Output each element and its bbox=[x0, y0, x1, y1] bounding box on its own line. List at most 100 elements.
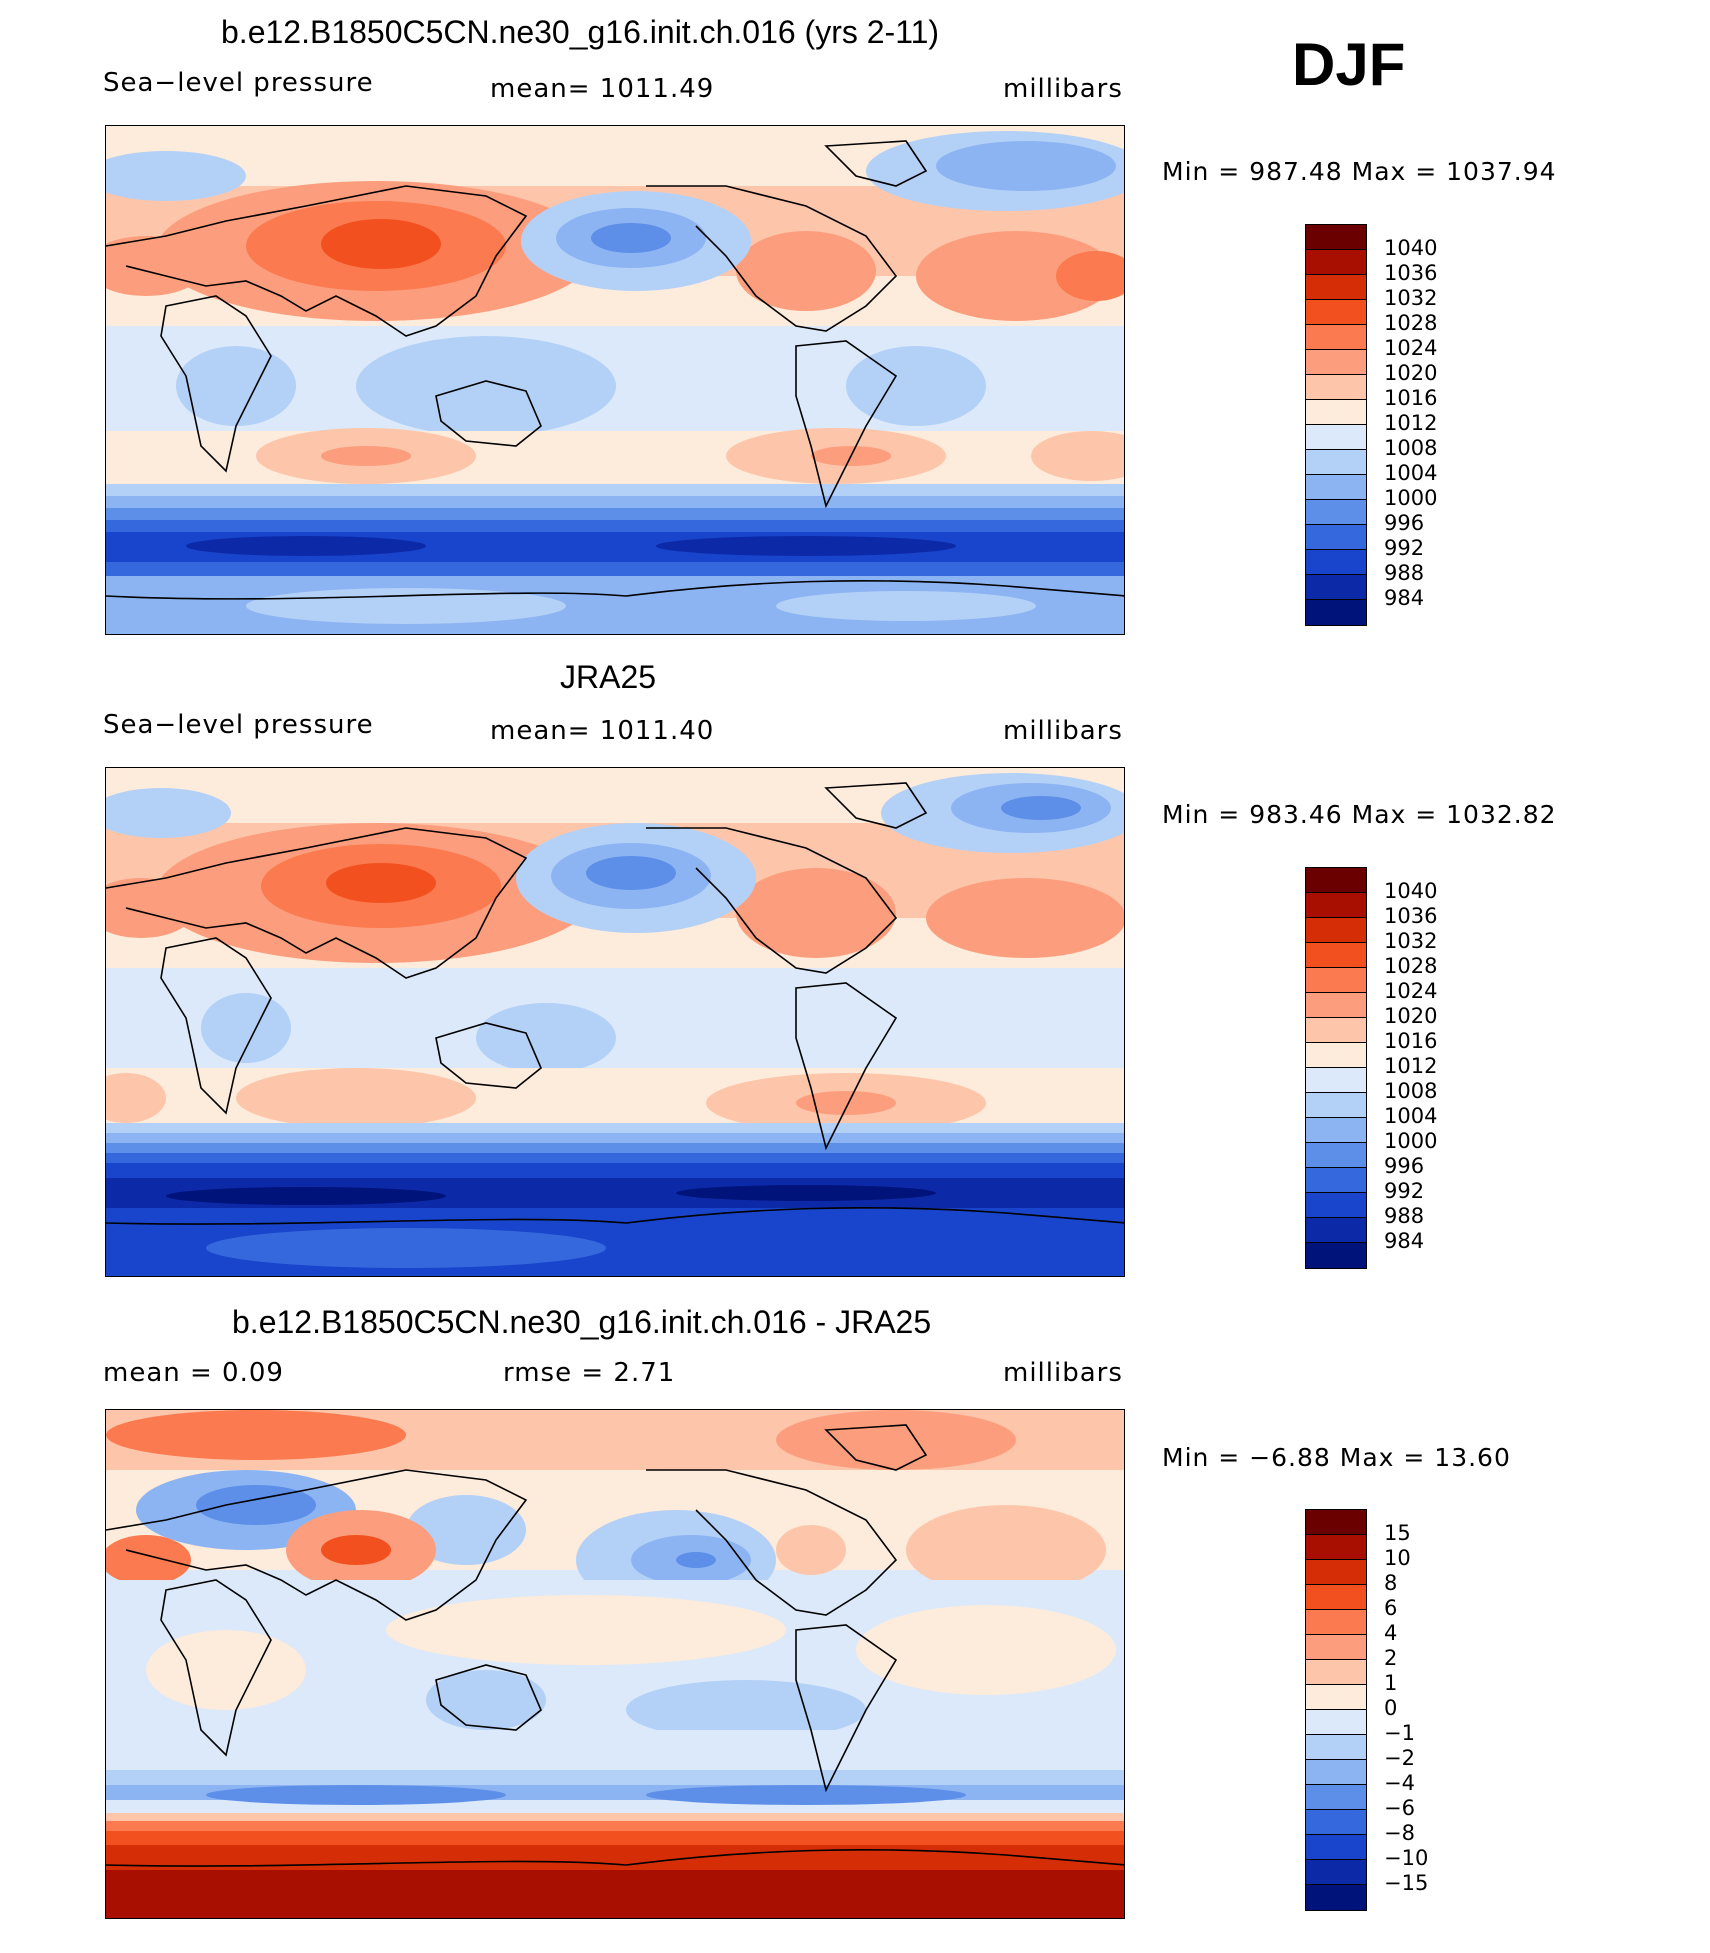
colorbar-swatch bbox=[1306, 1535, 1366, 1560]
panel1-mean: mean= 1011.49 bbox=[490, 74, 715, 104]
colorbar-swatch bbox=[1306, 350, 1366, 375]
colorbar-swatch bbox=[1306, 1860, 1366, 1885]
colorbar-swatch bbox=[1306, 1835, 1366, 1860]
colorbar-swatch bbox=[1306, 1760, 1366, 1785]
colorbar-swatch bbox=[1306, 1585, 1366, 1610]
panel1-colorbar bbox=[1305, 224, 1367, 626]
colorbar-label: 988 bbox=[1384, 1204, 1425, 1228]
colorbar-label: 984 bbox=[1384, 586, 1425, 610]
colorbar-swatch bbox=[1306, 1243, 1366, 1268]
colorbar-label: 1000 bbox=[1384, 486, 1438, 510]
colorbar-label: 1008 bbox=[1384, 1079, 1438, 1103]
panel2-title: JRA25 bbox=[560, 659, 657, 695]
colorbar-label: 1 bbox=[1384, 1671, 1398, 1695]
colorbar-swatch bbox=[1306, 1018, 1366, 1043]
panel3-title: b.e12.B1850C5CN.ne30_g16.init.ch.016 - J… bbox=[232, 1304, 932, 1340]
colorbar-swatch bbox=[1306, 1710, 1366, 1735]
colorbar-label: −4 bbox=[1384, 1771, 1415, 1795]
colorbar-swatch bbox=[1306, 475, 1366, 500]
colorbar-label: 8 bbox=[1384, 1571, 1398, 1595]
colorbar-swatch bbox=[1306, 1118, 1366, 1143]
colorbar-swatch bbox=[1306, 300, 1366, 325]
colorbar-label: 984 bbox=[1384, 1229, 1425, 1253]
colorbar-label: 1004 bbox=[1384, 461, 1438, 485]
colorbar-swatch bbox=[1306, 1510, 1366, 1535]
colorbar-swatch bbox=[1306, 375, 1366, 400]
colorbar-label: −1 bbox=[1384, 1721, 1415, 1745]
panel1-units: millibars bbox=[1003, 74, 1123, 104]
colorbar-label: 0 bbox=[1384, 1696, 1398, 1720]
panel1-map bbox=[105, 125, 1125, 635]
colorbar-label: −6 bbox=[1384, 1796, 1415, 1820]
colorbar-label: −2 bbox=[1384, 1746, 1415, 1770]
colorbar-swatch bbox=[1306, 325, 1366, 350]
colorbar-swatch bbox=[1306, 1635, 1366, 1660]
colorbar-swatch bbox=[1306, 525, 1366, 550]
colorbar-swatch bbox=[1306, 1810, 1366, 1835]
colorbar-swatch bbox=[1306, 1660, 1366, 1685]
panel2-field-label: Sea−level pressure bbox=[103, 710, 374, 740]
colorbar-swatch bbox=[1306, 943, 1366, 968]
season-label: DJF bbox=[1292, 31, 1406, 98]
colorbar-swatch bbox=[1306, 1168, 1366, 1193]
colorbar-label: 1016 bbox=[1384, 386, 1438, 410]
colorbar-label: 15 bbox=[1384, 1521, 1411, 1545]
colorbar-swatch bbox=[1306, 893, 1366, 918]
colorbar-swatch bbox=[1306, 575, 1366, 600]
colorbar-label: 992 bbox=[1384, 536, 1425, 560]
panel1-title: b.e12.B1850C5CN.ne30_g16.init.ch.016 (yr… bbox=[221, 14, 940, 50]
colorbar-label: 1036 bbox=[1384, 261, 1438, 285]
panel1-minmax: Min = 987.48 Max = 1037.94 bbox=[1162, 157, 1557, 186]
panel2-colorbar bbox=[1305, 867, 1367, 1269]
colorbar-label: 1008 bbox=[1384, 436, 1438, 460]
colorbar-swatch bbox=[1306, 1068, 1366, 1093]
colorbar-swatch bbox=[1306, 1885, 1366, 1910]
colorbar-swatch bbox=[1306, 1785, 1366, 1810]
colorbar-swatch bbox=[1306, 400, 1366, 425]
colorbar-label: 1012 bbox=[1384, 1054, 1438, 1078]
colorbar-label: 4 bbox=[1384, 1621, 1398, 1645]
colorbar-label: 1020 bbox=[1384, 361, 1438, 385]
colorbar-swatch bbox=[1306, 550, 1366, 575]
colorbar-swatch bbox=[1306, 918, 1366, 943]
colorbar-label: −10 bbox=[1384, 1846, 1429, 1870]
colorbar-label: 1032 bbox=[1384, 929, 1438, 953]
colorbar-label: 992 bbox=[1384, 1179, 1425, 1203]
colorbar-label: 1028 bbox=[1384, 954, 1438, 978]
panel1-field-label: Sea−level pressure bbox=[103, 68, 374, 98]
panel2-map bbox=[105, 767, 1125, 1277]
colorbar-label: 988 bbox=[1384, 561, 1425, 585]
colorbar-label: 1036 bbox=[1384, 904, 1438, 928]
panel2-mean: mean= 1011.40 bbox=[490, 716, 715, 746]
colorbar-swatch bbox=[1306, 1560, 1366, 1585]
colorbar-swatch bbox=[1306, 1685, 1366, 1710]
panel2-units: millibars bbox=[1003, 716, 1123, 746]
colorbar-label: 1040 bbox=[1384, 236, 1438, 260]
colorbar-label: 1020 bbox=[1384, 1004, 1438, 1028]
panel3-mean: mean = 0.09 bbox=[103, 1358, 284, 1388]
colorbar-label: 996 bbox=[1384, 511, 1425, 535]
panel3-minmax: Min = −6.88 Max = 13.60 bbox=[1162, 1443, 1511, 1472]
colorbar-label: 1024 bbox=[1384, 336, 1438, 360]
panel2-minmax: Min = 983.46 Max = 1032.82 bbox=[1162, 800, 1557, 829]
colorbar-swatch bbox=[1306, 1735, 1366, 1760]
panel3-map bbox=[105, 1409, 1125, 1919]
colorbar-label: 2 bbox=[1384, 1646, 1398, 1670]
colorbar-swatch bbox=[1306, 500, 1366, 525]
colorbar-label: 1032 bbox=[1384, 286, 1438, 310]
colorbar-swatch bbox=[1306, 968, 1366, 993]
colorbar-swatch bbox=[1306, 1610, 1366, 1635]
colorbar-swatch bbox=[1306, 1218, 1366, 1243]
colorbar-label: 10 bbox=[1384, 1546, 1411, 1570]
colorbar-swatch bbox=[1306, 275, 1366, 300]
panel3-colorbar bbox=[1305, 1509, 1367, 1911]
colorbar-swatch bbox=[1306, 1193, 1366, 1218]
colorbar-label: 1040 bbox=[1384, 879, 1438, 903]
colorbar-label: 1028 bbox=[1384, 311, 1438, 335]
panel3-rmse: rmse = 2.71 bbox=[503, 1358, 676, 1388]
colorbar-label: 1012 bbox=[1384, 411, 1438, 435]
colorbar-swatch bbox=[1306, 225, 1366, 250]
colorbar-swatch bbox=[1306, 1093, 1366, 1118]
colorbar-swatch bbox=[1306, 993, 1366, 1018]
colorbar-label: 6 bbox=[1384, 1596, 1398, 1620]
